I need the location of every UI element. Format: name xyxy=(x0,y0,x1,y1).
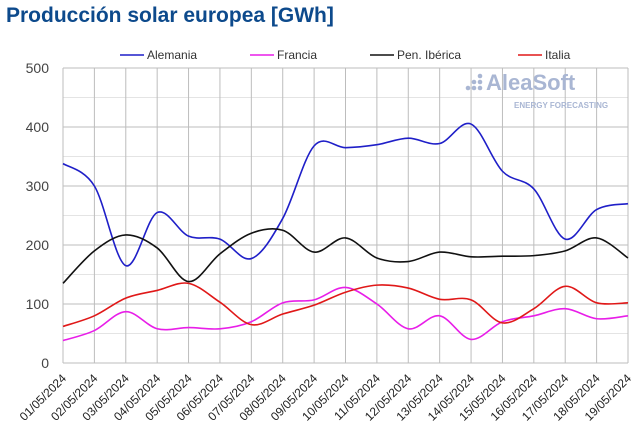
logo-dot xyxy=(477,85,483,91)
legend-label: Italia xyxy=(545,48,571,62)
y-tick-label: 0 xyxy=(41,355,49,371)
aleasoft-logo: AleaSoft ENERGY FORECASTING xyxy=(465,70,608,110)
y-tick-label: 300 xyxy=(26,178,50,194)
watermark-name: AleaSoft xyxy=(486,70,576,95)
y-tick-label: 400 xyxy=(26,119,50,135)
series-line-alemania xyxy=(62,122,629,267)
logo-dot xyxy=(477,73,483,79)
y-tick-label: 500 xyxy=(26,60,50,76)
y-tick-label: 200 xyxy=(26,237,50,253)
y-tick-label: 100 xyxy=(26,296,50,312)
legend-label: Francia xyxy=(277,48,317,62)
chart-title: Producción solar europea [GWh] xyxy=(6,4,334,27)
legend-label: Alemania xyxy=(147,48,197,62)
logo-dot xyxy=(477,79,483,85)
logo-dot xyxy=(471,85,477,91)
logo-dot xyxy=(471,79,477,85)
watermark-tagline: ENERGY FORECASTING xyxy=(514,101,608,110)
legend-label: Pen. Ibérica xyxy=(397,48,461,62)
logo-dot xyxy=(465,85,471,91)
